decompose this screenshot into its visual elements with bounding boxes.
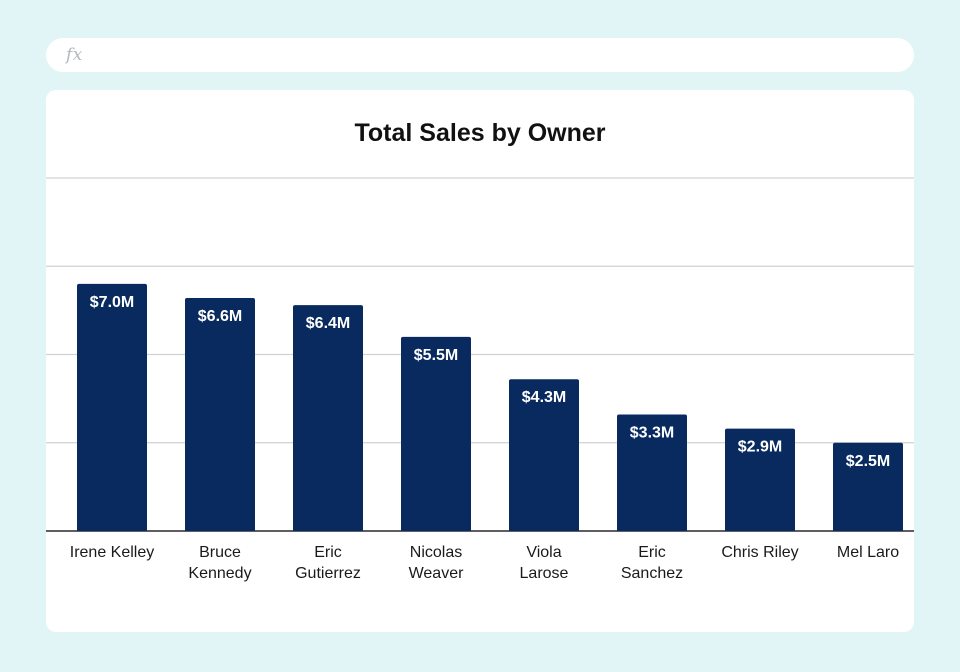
fx-icon: fx (66, 45, 83, 65)
formula-bar[interactable]: fx (46, 37, 914, 73)
bar[interactable] (401, 336, 471, 531)
data-label: $5.5M (414, 347, 458, 364)
x-tick-label: Eric Gutierrez (295, 544, 361, 582)
data-label: $2.5M (846, 453, 890, 470)
data-label: $6.4M (306, 315, 350, 332)
data-labels: $7.0M $6.6M $6.4M $5.5M $4.3M $3.3M $2.9M $2.5M (90, 294, 890, 470)
data-label: $2.9M (738, 439, 782, 456)
x-tick-label: Eric Sanchez (621, 544, 683, 582)
chart-title: Total Sales by Owner (354, 119, 606, 147)
x-tick-label: Nicolas Weaver (409, 544, 465, 582)
x-tick-label: Irene Kelley (70, 544, 155, 561)
bars (77, 283, 903, 531)
x-tick-label: Chris Riley (721, 544, 798, 561)
x-tick-label: Bruce Kennedy (188, 544, 251, 582)
data-label: $6.6M (198, 308, 242, 325)
data-label: $4.3M (522, 389, 566, 406)
x-axis-tick-labels: Irene Kelley Bruce Kennedy Eric Gutierrez Nic… (70, 544, 899, 582)
bar[interactable] (77, 283, 147, 531)
bar[interactable] (617, 414, 687, 531)
x-tick-label: Mel Laro (837, 544, 899, 561)
bar[interactable] (509, 379, 579, 531)
bar[interactable] (293, 305, 363, 531)
bar[interactable] (725, 428, 795, 531)
data-label: $3.3M (630, 425, 674, 442)
data-label: $7.0M (90, 294, 134, 311)
bar[interactable] (833, 442, 903, 531)
x-tick-label: Viola Larose (520, 544, 569, 582)
bar[interactable] (185, 298, 255, 531)
formula-input[interactable] (92, 37, 914, 73)
